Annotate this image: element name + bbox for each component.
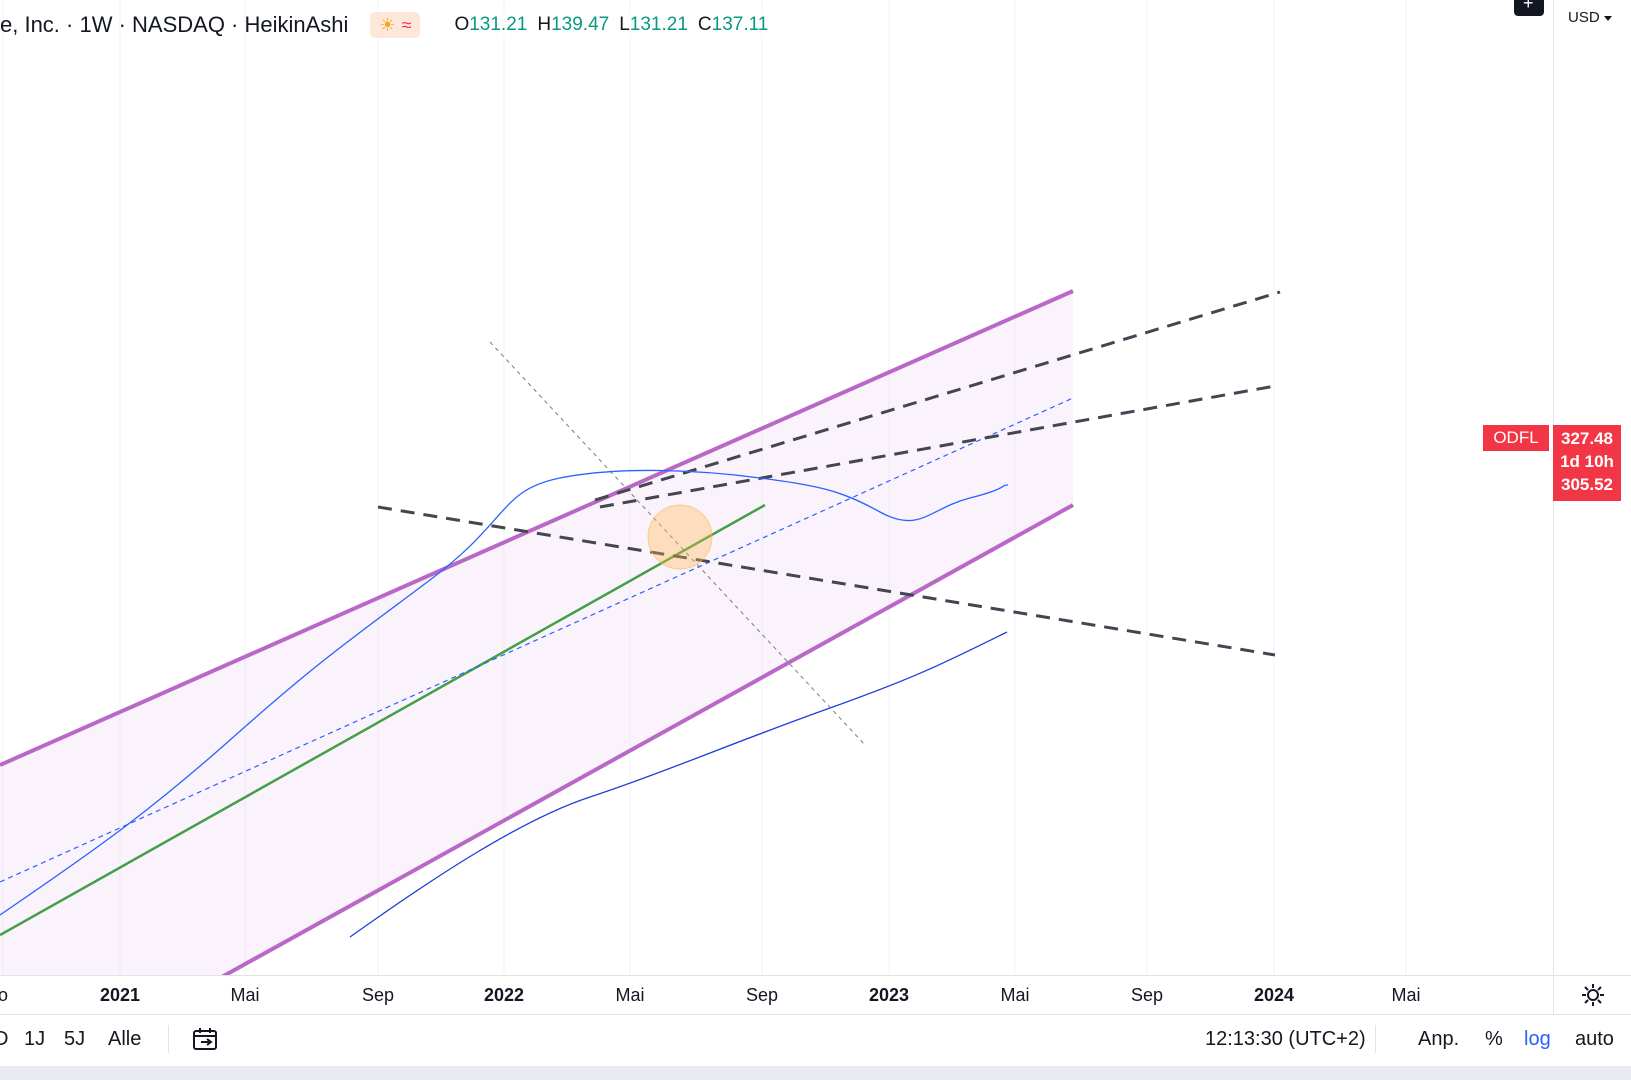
symbol-title[interactable]: e, Inc. · 1W · NASDAQ · HeikinAshi [0, 12, 349, 37]
range-all[interactable]: Alle [108, 1028, 142, 1050]
chart-legend: e, Inc. · 1W · NASDAQ · HeikinAshi ☀ ≈ O… [0, 10, 773, 40]
add-plus-icon[interactable] [1514, 0, 1544, 16]
green-trend-line [0, 503, 766, 937]
wave-icon: ≈ [401, 14, 412, 35]
sun-icon: ☀ [379, 14, 396, 35]
toolbar-divider [168, 1025, 169, 1053]
ma-slow-line [349, 631, 1008, 938]
clock-timezone[interactable]: 12:13:30 (UTC+2) [1205, 1028, 1366, 1050]
ohlc-high-value: 139.47 [551, 14, 610, 35]
adjust-button[interactable]: Anp. [1418, 1028, 1460, 1050]
fib-trend-line [489, 341, 867, 747]
ohlc-values: O 131.21 H 139.47 L 131.21 C 137.11 [440, 14, 773, 36]
ohlc-low-key: L [619, 14, 630, 35]
currency-selector[interactable]: USD [1568, 9, 1612, 26]
highlight-circle [647, 504, 713, 570]
dashed-line-down [377, 505, 1276, 657]
auto-toggle[interactable]: auto [1575, 1028, 1614, 1050]
time-tick-label: Sep [1130, 985, 1164, 1005]
time-tick-label: Mai [230, 985, 260, 1005]
bar-countdown: 1d 10h [1560, 452, 1614, 471]
ohlc-open-key: O [454, 14, 470, 35]
moving-averages [0, 469, 1009, 938]
toolbar-divider [1375, 1025, 1376, 1053]
dashed-line-up-1 [594, 290, 1281, 502]
fib-retracement [489, 341, 867, 747]
range-5y[interactable]: 5J [64, 1028, 86, 1050]
bottom-strip [0, 1066, 1631, 1080]
ohlc-low-value: 131.21 [629, 14, 688, 35]
percent-toggle[interactable]: % [1485, 1028, 1503, 1050]
time-tick-label: Mai [1000, 985, 1030, 1005]
time-tick-label: o [0, 985, 9, 1005]
drawing-lines [0, 290, 1281, 937]
ticker-label: ODFL [1483, 425, 1549, 451]
last-price: 327.48 [1561, 429, 1613, 448]
time-tick-label: Mai [1391, 985, 1421, 1005]
last-price-tag: 327.48 1d 10h 305.52 [1553, 425, 1621, 501]
time-tick-label: 2022 [483, 985, 525, 1005]
ohlc-open-value: 131.21 [469, 14, 528, 35]
bottom-toolbar: D 1J 5J Alle 12:13:30 (UTC+2) Anp. % log… [0, 1014, 1631, 1067]
chart-canvas[interactable] [0, 0, 1553, 975]
time-tick-label: 2023 [868, 985, 910, 1005]
ohlc-close-value: 137.11 [711, 14, 769, 35]
range-1d[interactable]: D [0, 1028, 9, 1050]
time-tick-label: Sep [361, 985, 395, 1005]
channel-upper-line [0, 289, 1074, 767]
time-tick-label: Mai [615, 985, 645, 1005]
ma-fast-line [0, 469, 1009, 916]
range-1y[interactable]: 1J [24, 1028, 46, 1050]
time-tick-label: Sep [745, 985, 779, 1005]
ohlc-close-key: C [697, 14, 712, 35]
gear-icon[interactable] [1581, 983, 1605, 1007]
channel-lower-line [221, 503, 1074, 975]
ohlc-high-key: H [537, 14, 552, 35]
log-toggle[interactable]: log [1524, 1028, 1551, 1050]
level-price: 305.52 [1556, 473, 1618, 496]
blue-dashed-trend-line [0, 397, 1074, 883]
chart-area[interactable]: 1.618(487.70)1(374.91)0.786(335.85)0.618… [0, 0, 1553, 975]
time-scale[interactable]: o 2021 Mai Sep 2022 Mai Sep 2023 Mai Sep 2024 Mai [0, 975, 1553, 1014]
time-tick-label: 2021 [99, 985, 141, 1005]
goto-date-icon[interactable] [192, 1026, 220, 1052]
time-tick-label: 2024 [1253, 985, 1295, 1005]
scale-settings[interactable] [1553, 975, 1631, 1014]
legend-status-icons[interactable]: ☀ ≈ [370, 12, 421, 38]
